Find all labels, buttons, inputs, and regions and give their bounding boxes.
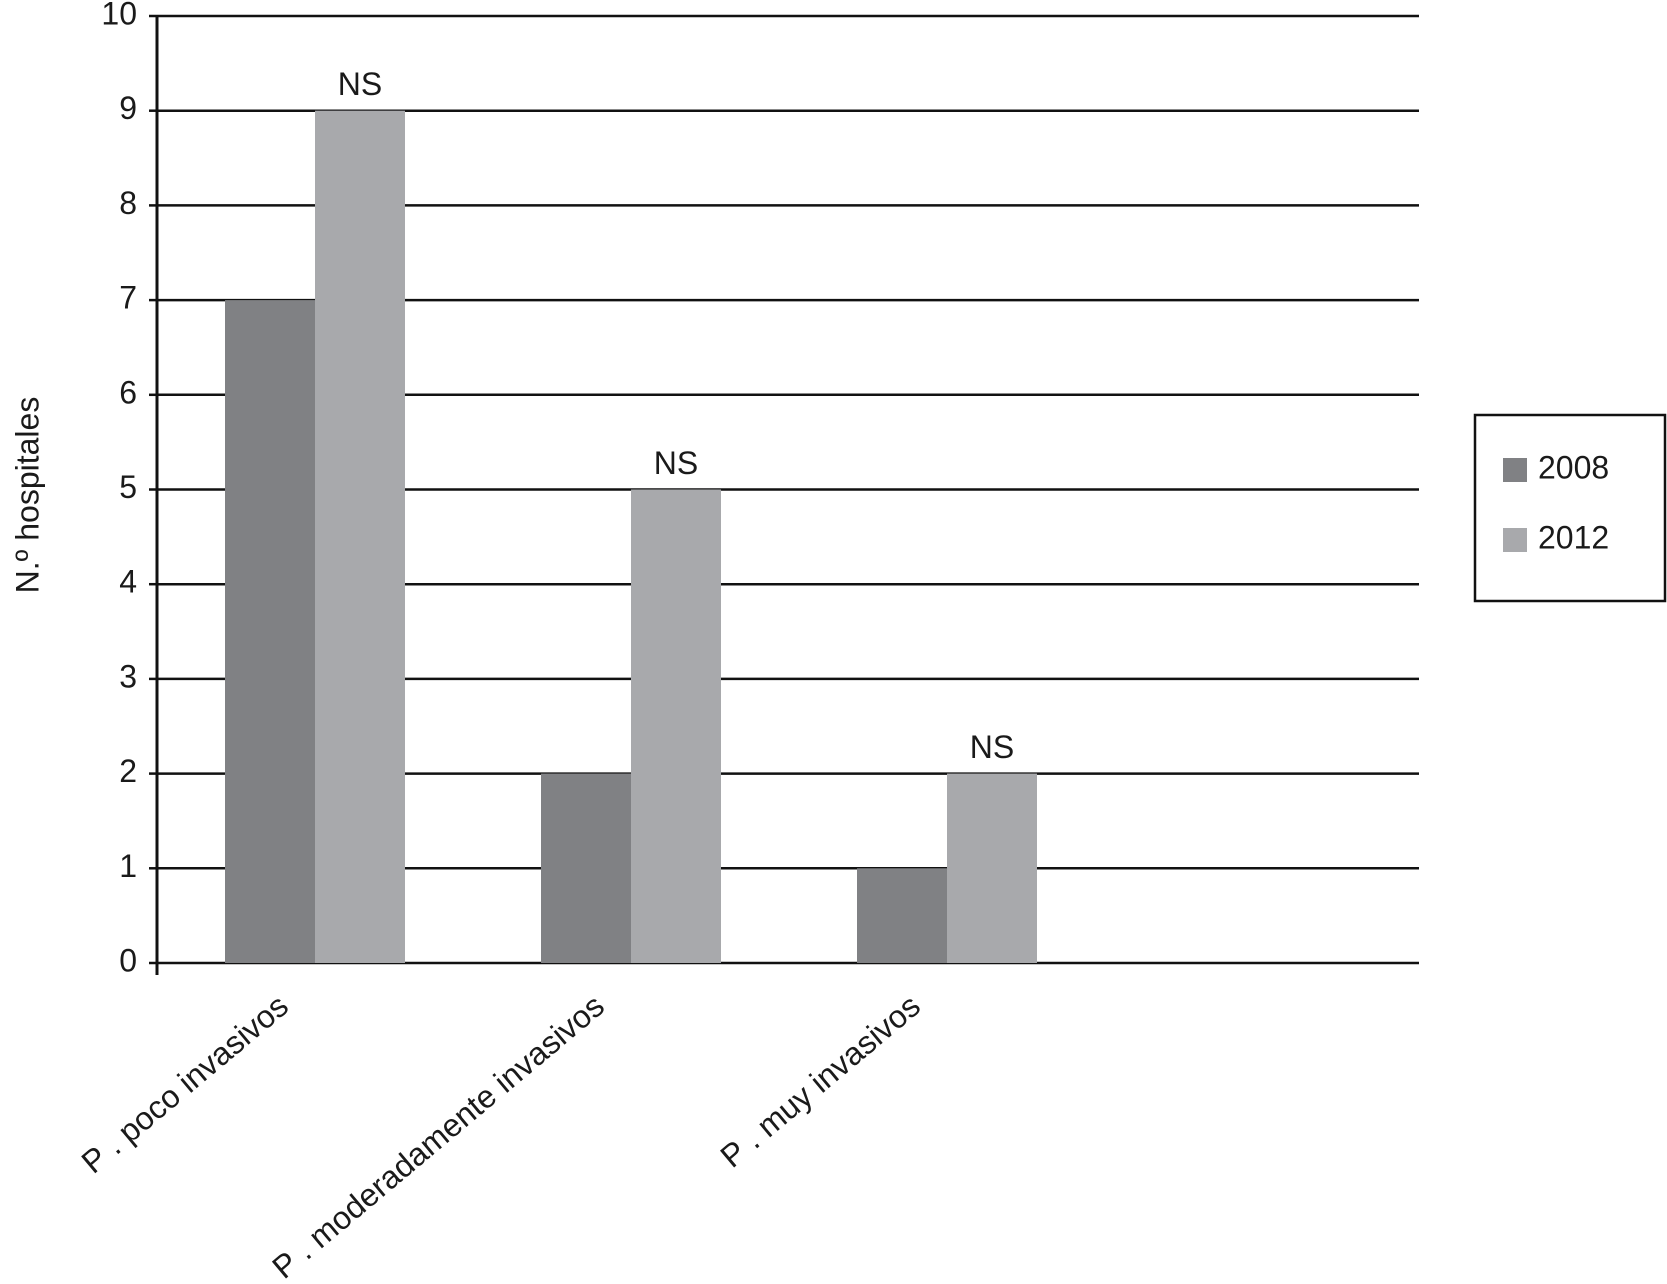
y-tick-label: 8 — [119, 185, 137, 221]
x-tick-label: P . poco invasivos — [75, 987, 295, 1180]
legend-label: 2012 — [1538, 519, 1609, 555]
bar — [541, 773, 631, 963]
annotation: NS — [970, 729, 1014, 765]
bar — [225, 300, 315, 964]
y-tick-label: 5 — [119, 469, 137, 505]
x-tick-label: P . moderadamente invasivos — [265, 987, 611, 1284]
legend-swatch — [1503, 528, 1527, 552]
y-tick-label: 1 — [119, 848, 137, 884]
y-axis-label: N.º hospitales — [9, 397, 45, 594]
annotation: NS — [338, 66, 382, 102]
legend-box — [1473, 413, 1667, 603]
legend-swatch — [1503, 458, 1527, 482]
annotation: NS — [654, 445, 698, 481]
y-tick-label: 3 — [119, 658, 137, 694]
legend-label: 2008 — [1538, 449, 1609, 485]
y-tick-label: 9 — [119, 90, 137, 126]
bar — [631, 489, 721, 963]
y-tick-label: 7 — [119, 280, 137, 316]
bar — [857, 868, 947, 963]
y-tick-label: 6 — [119, 374, 137, 410]
bar — [315, 110, 405, 963]
y-tick-label: 4 — [119, 564, 137, 600]
y-tick-label: 2 — [119, 753, 137, 789]
x-tick-label: P . muy invasivos — [714, 987, 927, 1174]
y-tick-label: 0 — [119, 942, 137, 978]
y-tick-label: 10 — [101, 0, 137, 31]
bar — [947, 773, 1037, 963]
